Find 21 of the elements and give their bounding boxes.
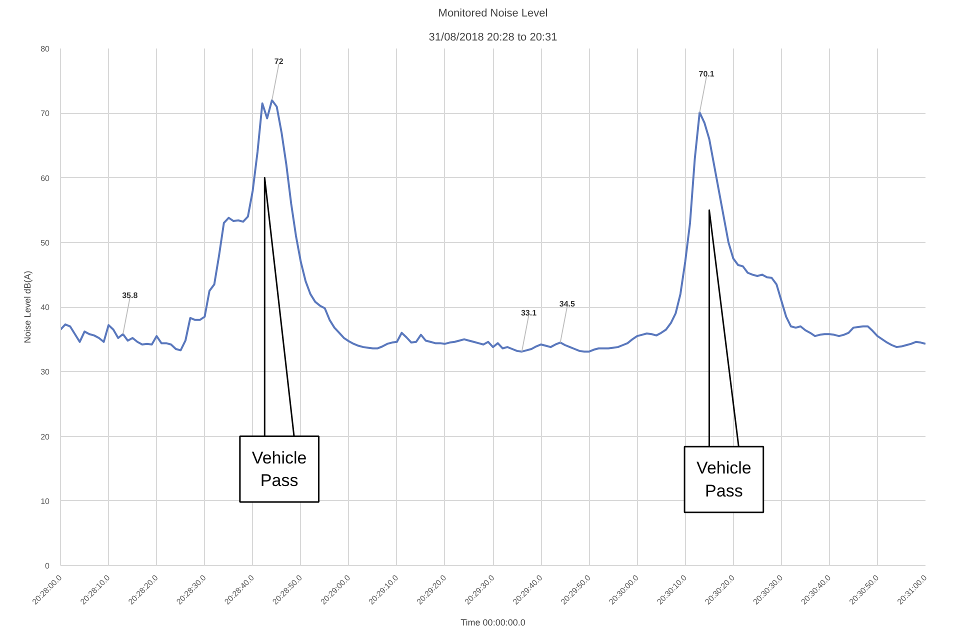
chart-subtitle: 31/08/2018 20:28 to 20:31 [428, 32, 558, 44]
y-axis-title: Noise Level dB(A) [22, 270, 33, 344]
data-label: 70.1 [698, 69, 715, 78]
line-series [60, 99, 926, 353]
x-axis-title: Time 00:00:00.0 [460, 618, 526, 628]
y-tick-label: 40 [40, 303, 50, 312]
annotation: Vehicle Pass [696, 458, 752, 500]
y-tick-label: 50 [40, 238, 50, 248]
y-tick-label: 10 [40, 496, 50, 506]
y-tick-label: 30 [40, 368, 50, 377]
data-label: 35.8 [122, 290, 138, 300]
y-tick-label: 80 [40, 44, 50, 54]
y-tick-label: 0 [45, 562, 50, 570]
data-label: 33.1 [520, 308, 538, 318]
y-tick-label: 70 [40, 109, 50, 118]
y-tick-label: 20 [40, 432, 50, 442]
data-label: 72 [274, 57, 284, 66]
chart-title: Monitored Noise Level [438, 8, 548, 20]
annotation: Vehicle Pass [252, 448, 307, 490]
data-label: 34.5 [559, 299, 576, 308]
y-tick-label: 60 [40, 174, 50, 183]
